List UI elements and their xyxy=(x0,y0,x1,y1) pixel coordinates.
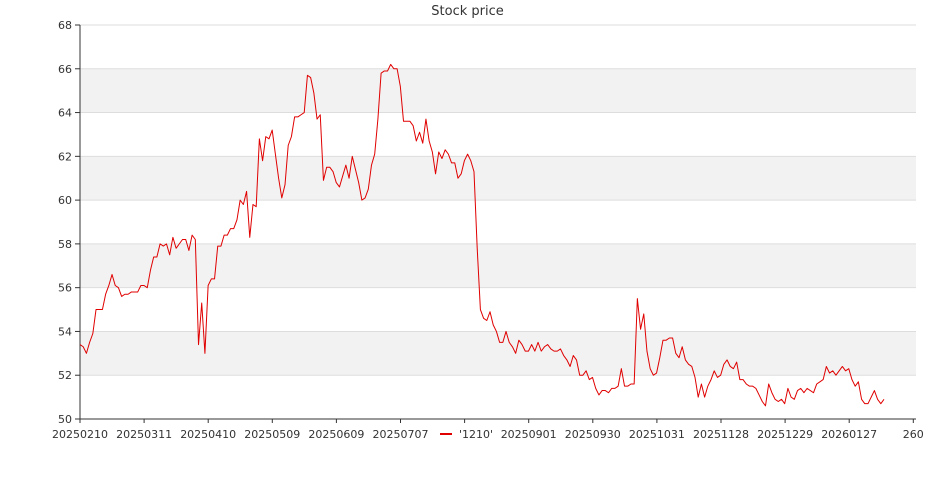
chart-title: Stock price xyxy=(431,4,504,19)
y-tick-label: 54 xyxy=(58,325,72,338)
series-line-1210 xyxy=(79,63,885,407)
plot-band xyxy=(80,68,916,113)
x-tick-label: 260 xyxy=(903,428,924,441)
x-tick-label: 20251128 xyxy=(693,428,749,441)
plot-band xyxy=(80,331,916,376)
x-tick-label: 20260127 xyxy=(821,428,877,441)
y-tick-label: 52 xyxy=(58,369,72,382)
x-tick-label: 20251031 xyxy=(629,428,685,441)
y-tick-label: 56 xyxy=(58,282,72,295)
x-tick-label: 20250930 xyxy=(565,428,621,441)
y-tick-label: 64 xyxy=(58,107,72,120)
x-tick-label: 20250609 xyxy=(308,428,364,441)
y-tick-label: 58 xyxy=(58,238,72,251)
x-tick-label: 20251229 xyxy=(757,428,813,441)
x-tick-label: 20250509 xyxy=(244,428,300,441)
y-tick-label: 50 xyxy=(58,413,72,426)
x-tick-label: 20250410 xyxy=(180,428,236,441)
x-tick-label: 20250901 xyxy=(501,428,557,441)
plot-band xyxy=(80,156,916,201)
legend-background xyxy=(437,426,499,443)
x-tick-label: 20250311 xyxy=(116,428,172,441)
plot-band xyxy=(80,243,916,288)
x-tick-label: 20250707 xyxy=(373,428,429,441)
y-tick-label: 62 xyxy=(58,150,72,163)
legend-label: '1210' xyxy=(459,428,493,441)
y-tick-label: 60 xyxy=(58,194,72,207)
y-tick-label: 66 xyxy=(58,63,72,76)
x-tick-label: 20250210 xyxy=(52,428,108,441)
y-tick-label: 68 xyxy=(58,19,72,32)
